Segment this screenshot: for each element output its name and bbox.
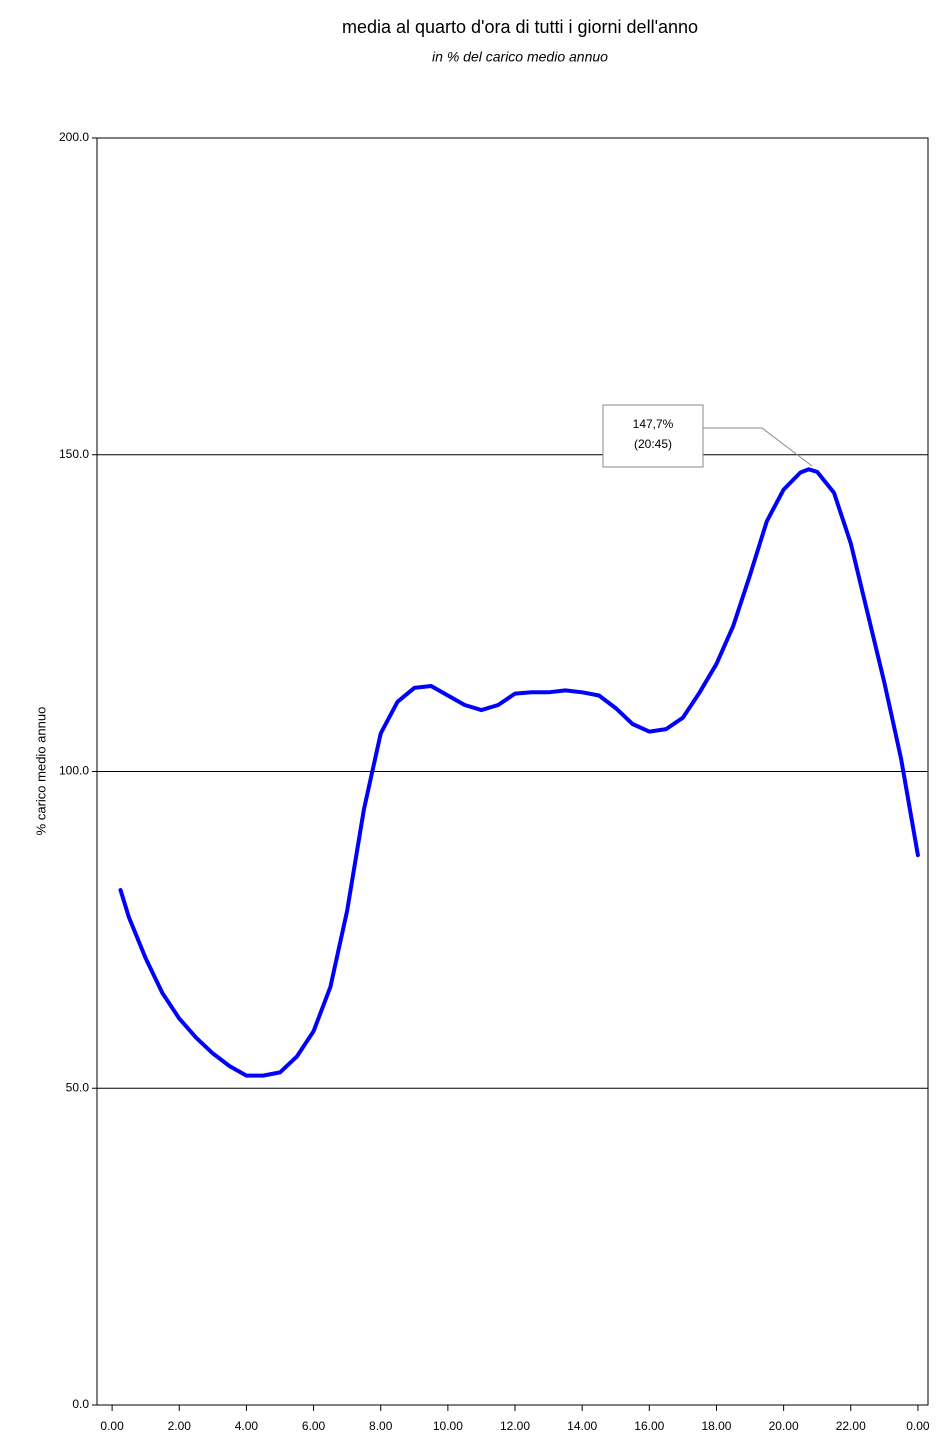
- x-tick-label: 12.00: [500, 1419, 530, 1433]
- annotation-text: 147,7%: [633, 417, 674, 431]
- annotation-box: [602, 404, 704, 468]
- x-tick-label: 10.00: [433, 1419, 463, 1433]
- x-tick-label: 14.00: [567, 1419, 597, 1433]
- y-tick-label: 200.0: [59, 130, 89, 144]
- y-tick-label: 150.0: [59, 447, 89, 461]
- y-axis-label: % carico medio annuo: [33, 707, 48, 836]
- x-tick-label: 6.00: [302, 1419, 326, 1433]
- annotation-text: (20:45): [634, 437, 672, 451]
- y-tick-label: 50.0: [66, 1080, 90, 1094]
- x-tick-label: 8.00: [369, 1419, 393, 1433]
- x-tick-label: 2.00: [168, 1419, 192, 1433]
- chart-subtitle: in % del carico medio annuo: [432, 49, 608, 65]
- data-line: [118, 467, 920, 1078]
- x-tick-label: 0.00: [906, 1419, 930, 1433]
- x-tick-label: 22.00: [836, 1419, 866, 1433]
- y-tick-label: 100.0: [59, 764, 89, 778]
- y-tick-label: 0.0: [72, 1397, 89, 1411]
- x-tick-label: 0.00: [100, 1419, 124, 1433]
- chart-title: media al quarto d'ora di tutti i giorni …: [342, 17, 698, 37]
- x-tick-label: 20.00: [769, 1419, 799, 1433]
- x-tick-label: 18.00: [701, 1419, 731, 1433]
- x-tick-label: 16.00: [634, 1419, 664, 1433]
- x-tick-label: 4.00: [235, 1419, 259, 1433]
- annotation-leader: [703, 427, 813, 467]
